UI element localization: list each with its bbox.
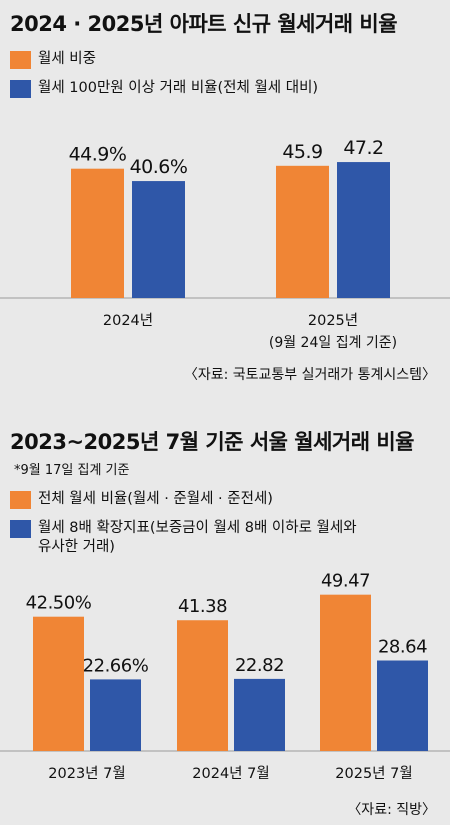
legend-label-line-1: 월세 8배 확장지표(보증금이 월세 8배 이하로 월세와 [38, 520, 357, 536]
legend-swatch-blue [10, 520, 31, 538]
chart2-note: *9월 17일 집계 기준 [14, 463, 130, 478]
chart2-legend-item-1: 월세 8배 확장지표(보증금이 월세 8배 이하로 월세와 유사한 거래) [10, 519, 357, 557]
data-label: 49.47 [321, 571, 370, 592]
data-label: 44.9% [69, 144, 127, 166]
data-label: 22.82 [235, 655, 284, 676]
legend-swatch-orange [10, 51, 31, 69]
bar-blue [377, 660, 428, 751]
chart1-legend-item-0: 월세 비중 [10, 50, 96, 69]
chart-panel-2024-2025: 2024 · 2025년 아파트 신규 월세거래 비율 월세 비중 월세 100… [0, 0, 450, 392]
chart2-legend-item-0: 전체 월세 비율(월세 · 준월세 · 준전세) [10, 490, 273, 509]
data-label: 47.2 [343, 137, 383, 159]
category-subtitle: (9월 24일 집계 기준) [269, 335, 397, 351]
chart1-source: 〈자료: 국토교통부 실거래가 통계시스템〉 [183, 367, 436, 383]
bar-orange [33, 616, 84, 751]
chart1-legend-item-1: 월세 100만원 이상 거래 비율(전체 월세 대비) [10, 79, 318, 98]
bar-blue [132, 181, 185, 298]
legend-label: 월세 100만원 이상 거래 비율(전체 월세 대비) [38, 80, 319, 96]
data-label: 41.38 [178, 596, 227, 617]
chart-panel-seoul: 2023~2025년 7월 기준 서울 월세거래 비율 *9월 17일 집계 기… [0, 406, 450, 825]
bar-blue [337, 162, 390, 298]
chart2-title: 2023~2025년 7월 기준 서울 월세거래 비율 [10, 430, 415, 454]
chart2-source: 〈자료: 직방〉 [347, 802, 436, 818]
category-label: 2023년 7월 [48, 765, 125, 782]
bar-orange [276, 165, 329, 298]
legend-label: 월세 8배 확장지표(보증금이 월세 8배 이하로 월세와 유사한 거래) [38, 519, 357, 557]
data-label: 42.50% [26, 593, 92, 614]
legend-label-line-2: 유사한 거래) [38, 539, 115, 555]
category-label: 2025년 7월 [335, 765, 412, 782]
bar-orange [320, 594, 371, 751]
bar-blue [234, 678, 285, 751]
category-label: 2025년 [308, 312, 358, 329]
bar-orange [177, 620, 228, 751]
data-label: 40.6% [130, 156, 188, 178]
legend-swatch-orange [10, 491, 31, 509]
category-label: 2024년 7월 [192, 765, 269, 782]
chart2-plot: 42.50% 22.66% 2023년 7월 41.38 22.82 2024년 7월 49… [0, 571, 450, 782]
bar-blue [90, 679, 141, 751]
legend-label: 전체 월세 비율(월세 · 준월세 · 준전세) [38, 491, 273, 507]
data-label: 22.66% [83, 655, 149, 676]
data-label: 45.9 [282, 141, 322, 163]
chart1-plot: 44.9%40.6% 2024년 45.9 47.2 2025년 (9월 24일 집계 기… [0, 137, 450, 351]
data-label: 28.64 [378, 636, 427, 657]
category-label: 2024년 [103, 312, 153, 329]
legend-swatch-blue [10, 80, 31, 98]
bar-orange [71, 168, 124, 298]
chart1-title: 2024 · 2025년 아파트 신규 월세거래 비율 [10, 12, 398, 36]
legend-label: 월세 비중 [38, 51, 96, 67]
